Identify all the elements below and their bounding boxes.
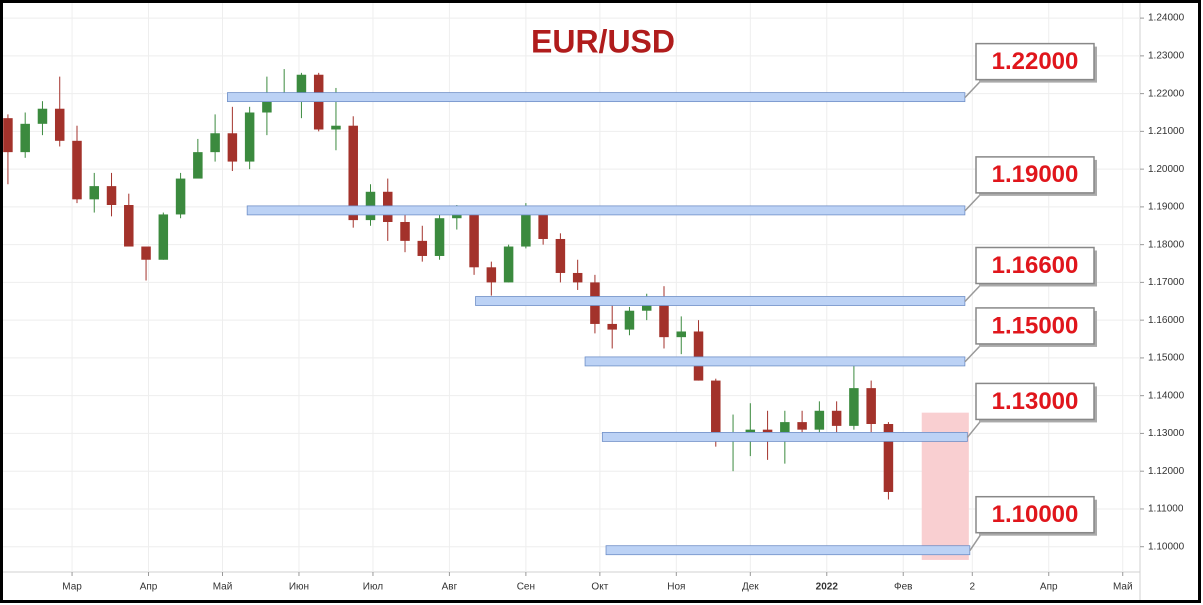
level-label: 1.19000 [992, 161, 1079, 188]
level-label-box [975, 495, 1095, 534]
x-tick-label: Апр [140, 582, 158, 593]
x-tick-label: Май [213, 582, 233, 593]
candle-body [538, 214, 548, 239]
candle-body [693, 331, 704, 381]
level-label: 1.16600 [992, 252, 1079, 279]
candle-body [797, 422, 807, 430]
x-tick-label: Июл [363, 582, 383, 593]
candle-body [624, 310, 635, 330]
candle-body [780, 422, 790, 438]
candle-body [883, 423, 894, 492]
candle-body [158, 214, 169, 260]
candle-body [3, 118, 13, 153]
candle-body [469, 214, 479, 268]
candle-body [434, 218, 445, 256]
candle-body [417, 240, 428, 256]
level-label: 1.22000 [992, 48, 1079, 75]
level-label-box [975, 382, 1095, 421]
candle-body [141, 246, 151, 260]
y-tick-label: 1.19000 [1148, 202, 1185, 213]
x-tick-label: Ноя [667, 582, 685, 593]
y-tick-label: 1.10000 [1148, 541, 1185, 552]
y-tick-label: 1.20000 [1148, 164, 1185, 175]
x-tick-label: Авг [442, 582, 458, 593]
level-label: 1.13000 [992, 388, 1079, 415]
candle-body [831, 410, 842, 426]
y-tick-label: 1.15000 [1148, 353, 1185, 364]
candle-body [814, 410, 825, 430]
level-band [227, 92, 966, 103]
candle-body [521, 214, 531, 247]
candle-body [452, 214, 462, 219]
x-tick-label: 2 [970, 582, 976, 593]
candle-body [400, 221, 410, 241]
candle-body [486, 267, 497, 283]
x-tick-label: Сен [517, 582, 535, 593]
candle-body [296, 74, 307, 96]
candle-body [313, 74, 324, 130]
level-label: 1.15000 [992, 312, 1079, 339]
x-tick-label: Май [1113, 582, 1133, 593]
y-tick-label: 1.14000 [1148, 390, 1185, 401]
candle-body [262, 101, 272, 113]
candle-body [331, 125, 341, 130]
y-tick-label: 1.13000 [1148, 428, 1185, 439]
level-label-box [975, 42, 1095, 81]
level-band [246, 205, 966, 216]
y-tick-label: 1.16000 [1148, 315, 1185, 326]
level-band [475, 296, 966, 306]
y-tick-label: 1.21000 [1148, 126, 1185, 137]
chart-title: EUR/USD [531, 23, 675, 59]
level-band [601, 432, 968, 442]
candle-body [711, 380, 721, 438]
level-label: 1.10000 [992, 501, 1079, 528]
y-tick-label: 1.24000 [1148, 13, 1185, 24]
candle-body [572, 272, 583, 283]
y-tick-label: 1.22000 [1148, 88, 1185, 99]
candle-body [866, 388, 876, 424]
candle-body [348, 125, 358, 221]
x-tick-label: Фев [894, 582, 912, 593]
candle-body [659, 303, 669, 338]
y-tick-label: 1.12000 [1148, 466, 1185, 477]
x-tick-label: Мар [62, 582, 82, 593]
x-tick-label: Апр [1040, 582, 1058, 593]
y-tick-label: 1.11000 [1148, 504, 1184, 515]
candle-body [175, 178, 186, 215]
plot: 1.22000 1.19000 1.16600 1.15000 1.13000 1.100… [3, 42, 1097, 560]
level-label-box [975, 307, 1095, 345]
candle-body [555, 238, 566, 273]
y-tick-label: 1.17000 [1148, 277, 1185, 288]
candle-body [72, 140, 82, 200]
candle-body [89, 186, 100, 200]
candle-body [641, 303, 652, 311]
level-band [584, 356, 966, 367]
x-tick-label: 2022 [816, 582, 839, 593]
candle-body [227, 133, 238, 162]
candle-body [244, 112, 255, 162]
candle-body [20, 123, 30, 153]
candle-body [210, 133, 220, 153]
candle-body [503, 246, 514, 283]
candle-body [607, 323, 617, 330]
candle-body [106, 186, 117, 206]
level-label-box [975, 246, 1095, 285]
candle-body [676, 331, 687, 338]
y-tick-label: 1.18000 [1148, 239, 1185, 250]
candle-body [37, 108, 48, 124]
candle-body [849, 388, 859, 426]
x-tick-label: Окт [591, 582, 608, 593]
candle-body [124, 205, 134, 247]
y-tick-label: 1.23000 [1148, 51, 1185, 62]
x-tick-label: Дек [742, 582, 759, 593]
level-band [605, 545, 971, 556]
candle-body [193, 152, 203, 179]
candle-body [54, 108, 65, 141]
level-label-box [975, 156, 1095, 194]
x-tick-label: Июн [289, 582, 309, 593]
